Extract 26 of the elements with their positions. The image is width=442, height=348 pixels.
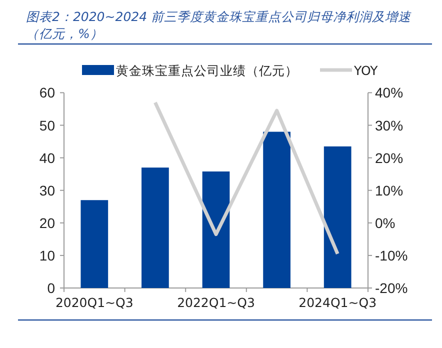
y2-tick-label: -20% xyxy=(375,280,408,296)
y2-tick-label: 0% xyxy=(375,214,396,231)
y2-tick-label: 40% xyxy=(375,84,404,101)
bar xyxy=(324,146,352,288)
x-tick-label: 2022Q1~Q3 xyxy=(177,295,255,310)
legend-label: 黄金珠宝重点公司业绩（亿元） xyxy=(116,63,298,78)
y2-tick-label: -10% xyxy=(375,247,408,264)
x-tick-label: 2020Q1~Q3 xyxy=(55,295,134,310)
y-tick-label: 10 xyxy=(39,247,56,264)
y2-tick-label: 30% xyxy=(375,117,404,134)
bar xyxy=(263,132,290,288)
y-tick-label: 60 xyxy=(39,84,56,101)
x-tick-label: 2024Q1~Q3 xyxy=(298,295,377,310)
bar xyxy=(80,200,108,288)
y-tick-label: 40 xyxy=(39,150,56,166)
y2-tick-label: 20% xyxy=(375,150,404,166)
y-tick-label: 30 xyxy=(39,182,56,198)
y-tick-label: 20 xyxy=(39,214,56,231)
y2-tick-label: 10% xyxy=(375,182,404,198)
line-series xyxy=(153,100,340,256)
y-tick-label: 0 xyxy=(47,280,56,296)
bar xyxy=(202,171,230,288)
y-tick-label: 50 xyxy=(39,117,56,134)
legend-label: YOY xyxy=(353,63,378,78)
bar xyxy=(142,168,169,288)
chart-title: 图表2：2020~2024 前三季度黄金珠宝重点公司归母净利润及增速（亿元，%） xyxy=(26,8,412,42)
